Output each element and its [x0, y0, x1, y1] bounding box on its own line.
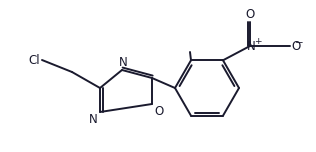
Text: O: O [246, 8, 255, 21]
Text: O: O [291, 40, 300, 52]
Text: N: N [89, 113, 98, 126]
Text: O: O [154, 105, 163, 118]
Text: N: N [118, 56, 127, 69]
Text: +: + [254, 38, 262, 47]
Text: N: N [246, 40, 255, 52]
Text: −: − [295, 38, 303, 48]
Text: Cl: Cl [28, 54, 40, 67]
